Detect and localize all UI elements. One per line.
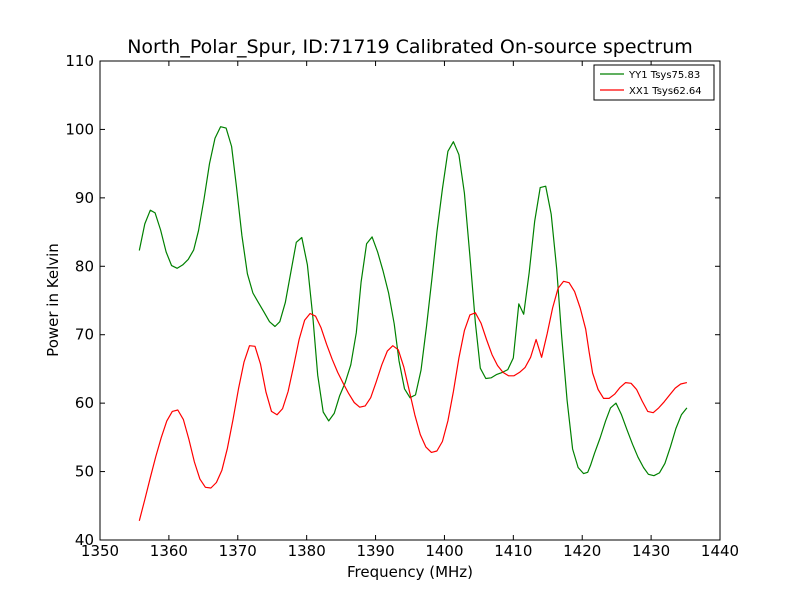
y-tick-label: 90 bbox=[75, 189, 94, 207]
plot-background bbox=[100, 61, 720, 540]
plot-area: 1350 1360 1370 1380 1390 1400 1410 1420 1430 1440… bbox=[65, 52, 739, 560]
y-tick-label: 60 bbox=[75, 394, 94, 412]
x-tick-label: 1350 bbox=[81, 542, 119, 560]
x-tick-label: 1390 bbox=[356, 542, 394, 560]
x-axis-title: Frequency (MHz) bbox=[347, 563, 473, 581]
y-axis-title: Power in Kelvin bbox=[44, 243, 62, 357]
plot-frame bbox=[99, 60, 721, 541]
x-tick-label: 1360 bbox=[150, 542, 188, 560]
x-tick-label: 1370 bbox=[219, 542, 257, 560]
x-tick-label: 1380 bbox=[288, 542, 326, 560]
series-line-yy1 bbox=[138, 126, 688, 477]
x-tick-label: 1420 bbox=[563, 542, 601, 560]
y-tick-label: 110 bbox=[65, 52, 94, 70]
legend-label-xx1: XX1 Tsys62.64 bbox=[629, 86, 702, 97]
x-tick-label: 1430 bbox=[632, 542, 670, 560]
legend: YY1 Tsys75.83 XX1 Tsys62.64 bbox=[593, 64, 715, 101]
legend-label-yy1: YY1 Tsys75.83 bbox=[628, 70, 700, 81]
x-tick-label: 1440 bbox=[701, 542, 739, 560]
y-tick-label: 40 bbox=[75, 531, 94, 549]
y-tick-label: 80 bbox=[75, 257, 94, 275]
ticks-layer: 1350 1360 1370 1380 1390 1400 1410 1420 1430 1440… bbox=[65, 52, 739, 560]
x-tick-label: 1410 bbox=[494, 542, 532, 560]
series-line-xx1 bbox=[138, 280, 688, 521]
y-tick-label: 50 bbox=[75, 463, 94, 481]
chart-title: North_Polar_Spur, ID:71719 Calibrated On… bbox=[127, 36, 693, 58]
series-layer bbox=[138, 126, 688, 521]
legend-box bbox=[593, 64, 715, 101]
x-tick-label: 1400 bbox=[425, 542, 463, 560]
y-tick-label: 100 bbox=[65, 120, 94, 138]
y-tick-label: 70 bbox=[75, 326, 94, 344]
